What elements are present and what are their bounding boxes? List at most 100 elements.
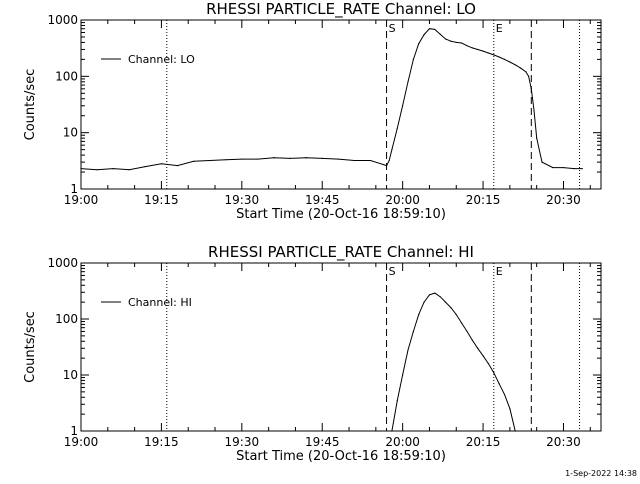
panel2-data-point: [466, 330, 468, 333]
panel2-data-point: [412, 330, 414, 333]
panel2-data-point: [418, 313, 420, 316]
panel1-data-point: [418, 43, 420, 45]
panel1-data-point: [388, 159, 390, 162]
panel2-y-tick-label: 100: [55, 312, 78, 326]
panel2-y-tick-label: 1000: [47, 256, 78, 270]
panel2-data-point: [439, 296, 441, 298]
panel2-data-point: [434, 292, 436, 294]
panel1-y-tick-label: 10: [63, 126, 78, 140]
panel1-data-point: [353, 159, 356, 162]
panel1-data-point: [439, 33, 441, 35]
panel1-data-point: [402, 105, 404, 107]
panel2-chart-title: RHESSI PARTICLE_RATE Channel: HI: [208, 243, 474, 262]
panel1-data-point: [289, 157, 291, 159]
panel1-data-point: [273, 157, 275, 159]
panel1-data-point: [487, 52, 490, 54]
panel2-x-tick-label: 19:30: [225, 435, 260, 449]
panel1-data-point: [461, 42, 463, 44]
panel1-data-point: [305, 157, 307, 159]
panel2-y-tick-label: 1: [70, 424, 78, 438]
panel2-data-point: [455, 313, 457, 316]
panel1-data-point: [503, 58, 506, 60]
panel2-data-point: [482, 355, 484, 357]
panel1-data-point: [144, 165, 146, 168]
panel2-data-point: [509, 408, 511, 410]
panel2-data-point: [428, 294, 431, 296]
panel1-data-point: [385, 165, 388, 167]
panel1-data-point: [493, 54, 495, 56]
panel1-data-point: [533, 109, 535, 111]
panel1-data-point: [176, 165, 179, 167]
panel1-data-point: [498, 56, 500, 58]
panel1-data-point: [407, 81, 409, 83]
panel1-x-tick-label: 20:15: [466, 193, 501, 207]
panel1-data-point: [536, 137, 538, 139]
panel2-y-axis-label: Counts/sec: [23, 311, 38, 383]
panel2-data-point: [493, 372, 495, 374]
panel1-y-tick-label: 100: [55, 69, 78, 83]
panel2-data-point: [444, 301, 447, 303]
panel1-plot-frame: [80, 19, 602, 190]
panel2-x-tick-label: 19:15: [144, 435, 179, 449]
panel1-data-point: [541, 161, 543, 163]
panel1-data-point: [391, 149, 393, 151]
panel1-data-point: [466, 45, 468, 47]
panel2-data-point: [407, 349, 409, 351]
panel1-data-point: [321, 157, 323, 159]
panel2-data-point: [402, 374, 404, 376]
panel1-data-point: [444, 38, 447, 40]
panel1-data-point: [225, 159, 227, 161]
panel1-data-point: [428, 28, 431, 30]
panel1-data-point: [128, 169, 130, 171]
panel1-data-point: [562, 166, 565, 169]
panel2-plot-frame: [80, 262, 602, 432]
panel1-data-point: [160, 163, 163, 165]
panel1-data-point: [192, 160, 195, 162]
panel2-x-tick-label: 20:15: [466, 435, 501, 449]
panel1-x-tick-label: 19:45: [305, 193, 340, 207]
panel1-data-point: [471, 47, 473, 49]
panel2-x-tick-label: 20:00: [385, 435, 420, 449]
panel1-series-line-0: [80, 28, 583, 171]
panel1-data-point: [96, 169, 98, 171]
panel1-x-tick-label: 20:00: [385, 193, 420, 207]
panel2-data-point: [477, 347, 479, 349]
panel2-data-point: [487, 362, 490, 365]
panel1-data-point: [552, 166, 554, 169]
panel1-x-axis-label: Start Time (20-Oct-16 18:59:10): [236, 207, 446, 222]
panel1-x-tick-label: 20:30: [546, 193, 581, 207]
panel2-data-point: [423, 301, 425, 303]
panel1-data-point: [396, 127, 398, 129]
panel2-annotation-E: E: [496, 265, 503, 278]
panel1-data-point: [477, 48, 479, 51]
plot-timestamp: 1-Sep-2022 14:38: [565, 469, 637, 478]
panel2-data-point: [391, 430, 393, 432]
panel1-data-point: [528, 75, 530, 77]
panel1-data-point: [581, 168, 583, 170]
panel1-y-axis-label: Counts/sec: [23, 69, 38, 141]
panel2-data-point: [471, 339, 473, 341]
panel2-data-point: [514, 430, 516, 432]
panel1-data-point: [434, 28, 436, 31]
panel1-data-point: [209, 159, 211, 162]
panel2-x-tick-label: 19:00: [64, 435, 99, 449]
panel1-annotation-E: E: [496, 22, 503, 35]
panel2-legend-label: Channel: HI: [128, 296, 192, 309]
panel1-data-point: [530, 88, 532, 90]
panel1-data-point: [509, 61, 511, 63]
panel2-x-tick-label: 20:30: [546, 435, 581, 449]
panel1-data-point: [369, 159, 372, 162]
panel1-data-point: [112, 168, 114, 170]
panel1-data-point: [519, 67, 522, 69]
panel1-x-tick-label: 19:00: [64, 193, 99, 207]
panel2-x-tick-label: 19:45: [305, 435, 340, 449]
panel1-data-point: [257, 158, 259, 160]
panel2-data-point: [396, 399, 398, 402]
panel2-data-point: [503, 393, 506, 396]
panel1-data-point: [80, 168, 82, 170]
panel1-data-point: [525, 71, 527, 73]
panel1-y-tick-label: 1: [70, 182, 78, 196]
panel1-chart-title: RHESSI PARTICLE_RATE Channel: LO: [206, 0, 476, 19]
panel2-annotation-S: S: [389, 265, 396, 278]
